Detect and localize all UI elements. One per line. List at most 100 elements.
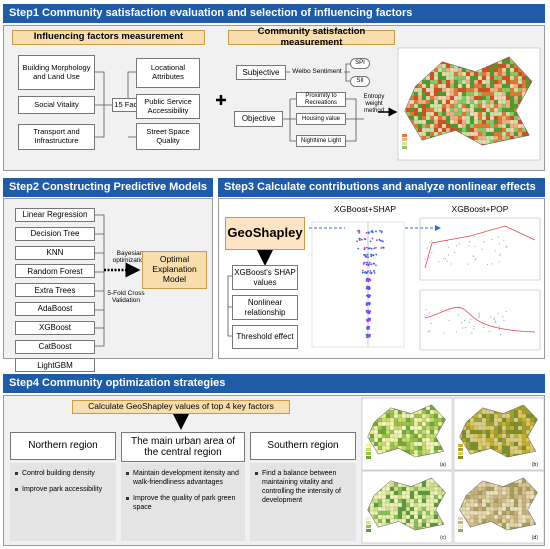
- illustration: [437, 119, 443, 125]
- illustration: [375, 246, 377, 249]
- illustration: [366, 529, 371, 532]
- illustration: [501, 445, 507, 451]
- illustration: [405, 498, 411, 504]
- illustration: [441, 63, 447, 69]
- illustration: [493, 510, 499, 516]
- illustration: [517, 494, 523, 500]
- illustration: [481, 111, 487, 117]
- illustration: [505, 79, 511, 85]
- illustration: [489, 71, 495, 77]
- illustration: [453, 75, 459, 81]
- illustration: [393, 498, 399, 504]
- illustration: [497, 506, 503, 512]
- illustration: [461, 99, 467, 105]
- illustration: [517, 482, 523, 488]
- illustration: [521, 421, 527, 427]
- validation: 5-Fold Cross Validation: [107, 290, 145, 305]
- map-label: (a): [440, 462, 446, 468]
- illustration: [513, 486, 519, 492]
- illustration: [402, 138, 407, 141]
- illustration: [473, 417, 479, 423]
- illustration: [429, 131, 435, 137]
- illustration: [363, 261, 366, 264]
- illustration: [465, 103, 471, 109]
- illustration: [494, 250, 496, 252]
- illustration: [457, 95, 463, 101]
- illustration: [503, 239, 505, 241]
- illustration: [417, 437, 423, 443]
- illustration: [489, 127, 495, 133]
- illustration: [402, 142, 407, 145]
- illustration: [509, 131, 515, 137]
- illustration: [493, 490, 499, 496]
- illustration: [445, 79, 451, 85]
- illustration: [397, 441, 403, 447]
- illustration: [509, 115, 515, 121]
- illustration: [497, 87, 503, 93]
- illustration: [449, 123, 455, 129]
- illustration: [429, 490, 435, 496]
- illustration: [429, 445, 435, 451]
- illustration: [425, 433, 431, 439]
- illustration: [413, 445, 419, 451]
- illustration: [461, 123, 467, 129]
- illustration: [473, 498, 479, 504]
- illustration: [433, 127, 439, 133]
- illustration: [453, 103, 459, 109]
- illustration: [385, 518, 391, 524]
- illustration: [421, 510, 427, 516]
- illustration: [385, 498, 391, 504]
- illustration: [465, 75, 471, 81]
- illustration: [517, 83, 523, 89]
- illustration: [521, 83, 527, 89]
- illustration: [367, 295, 370, 298]
- illustration: [437, 67, 443, 73]
- illustration: [453, 99, 459, 105]
- illustration: [460, 322, 463, 324]
- illustration: [393, 437, 399, 443]
- illustration: [491, 239, 493, 241]
- illustration: [425, 131, 431, 137]
- illustration: [468, 240, 471, 243]
- illustration: [425, 127, 431, 133]
- illustration: [513, 99, 519, 105]
- illustration: [489, 486, 495, 492]
- illustration: [485, 67, 491, 73]
- illustration: [429, 421, 435, 427]
- illustration: [465, 131, 471, 137]
- illustration: [421, 433, 427, 439]
- illustration: [425, 494, 431, 500]
- illustration: [517, 123, 523, 129]
- model: KNN: [15, 245, 95, 260]
- illustration: [459, 477, 538, 531]
- illustration: [493, 425, 499, 431]
- illustration: [367, 404, 446, 458]
- illustration: [481, 417, 487, 423]
- illustration: [359, 239, 361, 241]
- illustration: [437, 115, 443, 121]
- illustration: [493, 445, 499, 451]
- illustration: [369, 319, 371, 322]
- illustration: [401, 498, 407, 504]
- illustration: [465, 502, 471, 508]
- illustration: [429, 127, 435, 133]
- illustration: [367, 263, 370, 266]
- illustration: [364, 254, 367, 257]
- illustration: [477, 127, 483, 133]
- illustration: [517, 95, 523, 101]
- illustration: [513, 433, 519, 439]
- illustration: [481, 99, 487, 105]
- illustration: [517, 490, 523, 496]
- illustration: [429, 119, 435, 125]
- illustration: [389, 425, 395, 431]
- illustration: [513, 127, 519, 133]
- illustration: [473, 502, 479, 508]
- illustration: [473, 131, 479, 137]
- illustration: [485, 115, 491, 121]
- illustration: [469, 111, 475, 117]
- illustration: [373, 510, 379, 516]
- illustration: [521, 445, 527, 451]
- illustration: [377, 498, 383, 504]
- method: Calculate GeoShapley values of top 4 key…: [72, 400, 290, 414]
- illustration: [509, 510, 515, 516]
